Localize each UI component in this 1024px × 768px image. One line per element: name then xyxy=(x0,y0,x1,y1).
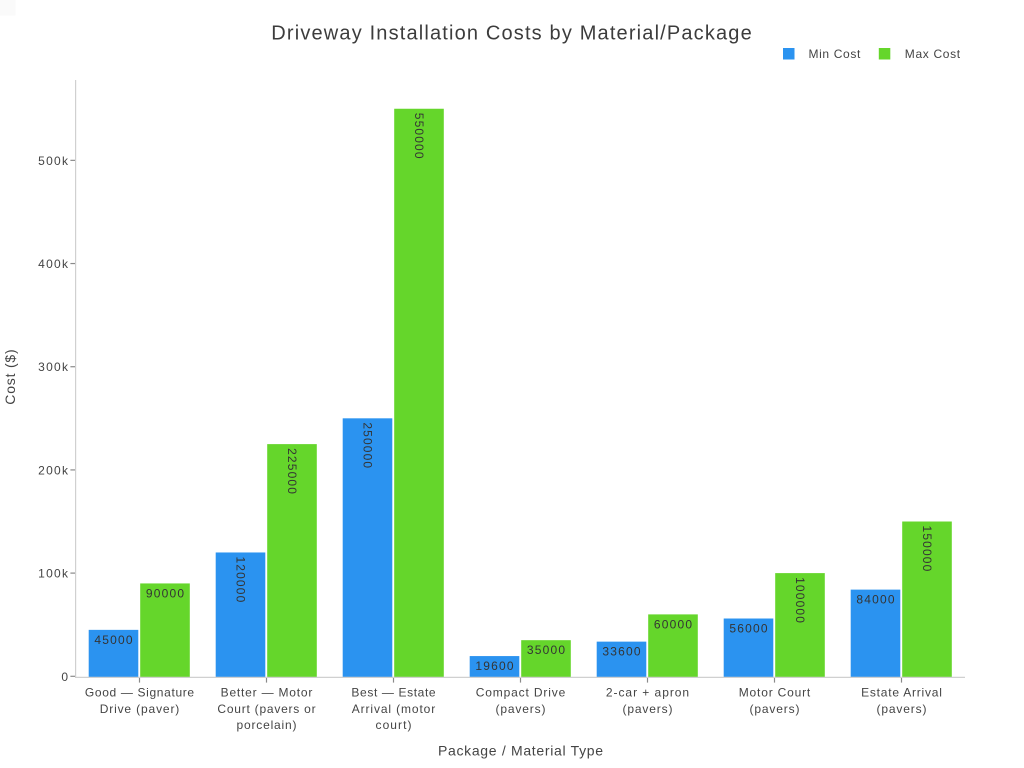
svg-text:35000: 35000 xyxy=(527,643,566,657)
svg-text:court): court) xyxy=(376,718,412,732)
svg-text:550000: 550000 xyxy=(412,113,426,159)
svg-text:Estate Arrival: Estate Arrival xyxy=(861,686,942,700)
svg-text:200k: 200k xyxy=(38,463,69,477)
svg-text:300k: 300k xyxy=(38,360,69,374)
svg-text:Cost ($): Cost ($) xyxy=(2,349,18,404)
svg-text:225000: 225000 xyxy=(285,448,299,494)
svg-text:250000: 250000 xyxy=(361,422,375,468)
svg-text:Best — Estate: Best — Estate xyxy=(351,686,436,700)
svg-text:84000: 84000 xyxy=(856,593,895,607)
svg-text:Package / Material Type: Package / Material Type xyxy=(438,743,603,759)
svg-text:Drive (paver): Drive (paver) xyxy=(100,702,180,716)
svg-text:(pavers): (pavers) xyxy=(877,702,927,716)
svg-text:100k: 100k xyxy=(38,567,69,581)
svg-text:(pavers): (pavers) xyxy=(496,702,546,716)
svg-text:33600: 33600 xyxy=(602,645,641,659)
svg-text:56000: 56000 xyxy=(729,622,768,636)
svg-text:(pavers): (pavers) xyxy=(750,702,800,716)
svg-text:Arrival (motor: Arrival (motor xyxy=(352,702,436,716)
svg-text:60000: 60000 xyxy=(654,617,693,631)
svg-text:90000: 90000 xyxy=(146,586,185,600)
svg-text:Court (pavers or: Court (pavers or xyxy=(217,702,315,716)
svg-text:100000: 100000 xyxy=(793,577,807,623)
svg-text:Motor Court: Motor Court xyxy=(739,686,811,700)
svg-text:Good — Signature: Good — Signature xyxy=(85,686,195,700)
svg-text:19600: 19600 xyxy=(475,659,514,673)
svg-text:150000: 150000 xyxy=(920,526,934,572)
svg-text:500k: 500k xyxy=(38,154,69,168)
svg-text:porcelain): porcelain) xyxy=(237,718,297,732)
svg-text:2-car + apron: 2-car + apron xyxy=(606,686,689,700)
svg-text:Min Cost: Min Cost xyxy=(809,47,861,61)
svg-text:120000: 120000 xyxy=(234,556,248,602)
svg-text:Max Cost: Max Cost xyxy=(905,47,961,61)
svg-text:Better — Motor: Better — Motor xyxy=(221,686,313,700)
svg-text:45000: 45000 xyxy=(94,633,133,647)
svg-text:400k: 400k xyxy=(38,257,69,271)
svg-text:0: 0 xyxy=(61,670,68,684)
svg-text:Driveway Installation Costs by: Driveway Installation Costs by Material/… xyxy=(271,22,751,44)
svg-text:(pavers): (pavers) xyxy=(623,702,673,716)
svg-text:Compact Drive: Compact Drive xyxy=(476,686,566,700)
